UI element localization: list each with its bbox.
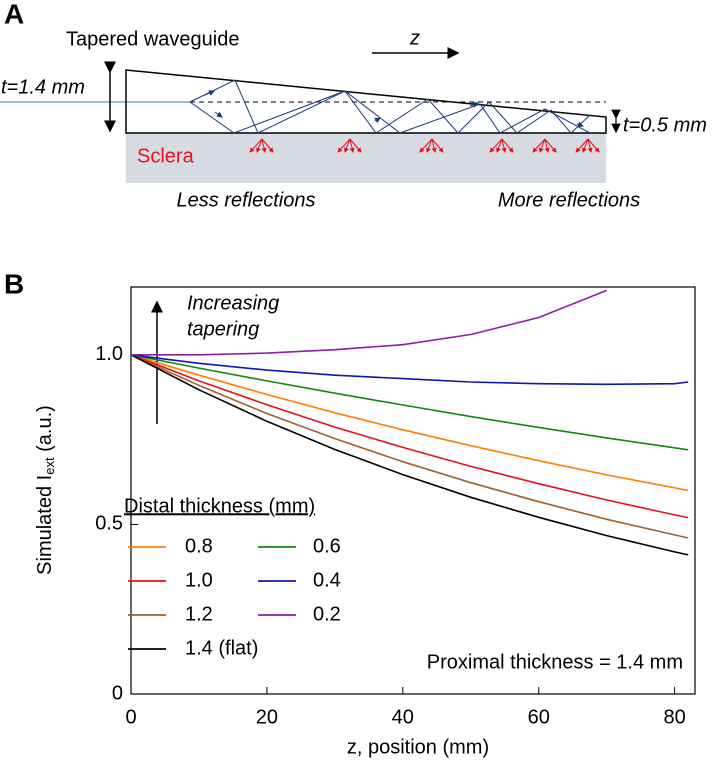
leak-arrow <box>587 138 593 153</box>
ray-arrow <box>576 121 584 128</box>
y-tick-label: 0.5 <box>95 513 123 535</box>
ray-arrow <box>204 90 215 96</box>
leak-arrow <box>544 138 550 153</box>
y-tick-label: 1.0 <box>95 343 123 365</box>
series-line <box>130 354 689 386</box>
ray-arrow <box>214 111 223 118</box>
waveguide <box>125 69 607 134</box>
leak-arrow <box>544 138 557 153</box>
legend-label: 0.2 <box>313 603 341 625</box>
annotation: Increasing <box>187 292 279 314</box>
series-line <box>130 354 689 556</box>
proximal-label: t=1.4 mm <box>1 76 85 98</box>
x-tick-label: 0 <box>125 706 136 728</box>
leak-arrow <box>261 138 274 153</box>
leak-arrow <box>532 138 546 153</box>
x-axis-label: z, position (mm) <box>347 736 489 758</box>
panel-label: B <box>4 268 24 299</box>
plot-frame <box>130 286 696 695</box>
y-axis-label-main: Simulated I <box>34 475 56 575</box>
caption: More reflections <box>498 189 640 211</box>
leak-arrow <box>582 138 589 153</box>
leak-arrow <box>256 138 263 153</box>
leak-arrow <box>261 138 267 153</box>
legend-label: 1.4 (flat) <box>185 637 258 659</box>
note: Proximal thickness = 1.4 mm <box>427 651 683 673</box>
leak-arrow <box>337 138 351 153</box>
diagram-title: Tapered waveguide <box>66 28 239 50</box>
x-tick-label: 80 <box>663 706 685 728</box>
legend-label: 1.0 <box>185 569 213 591</box>
leak-arrow <box>349 138 355 153</box>
legend-label: 0.8 <box>185 535 213 557</box>
series-line <box>131 289 607 356</box>
y-axis-label-sub: ext <box>42 457 57 475</box>
leak-arrow <box>501 138 514 153</box>
sclera <box>126 133 606 183</box>
direction-label: z <box>409 27 420 49</box>
panel-label: A <box>4 0 24 29</box>
y-tick-label: 0 <box>112 682 123 704</box>
distal-label: t=0.5 mm <box>623 114 707 136</box>
series-line <box>130 354 689 451</box>
leak-arrow <box>431 138 437 153</box>
legend-label: 0.6 <box>313 535 341 557</box>
leak-arrow <box>426 138 433 153</box>
series-line <box>130 354 689 539</box>
y-axis-label-rest: (a.u.) <box>34 405 56 457</box>
x-tick-label: 60 <box>528 706 550 728</box>
leak-arrow <box>539 138 546 153</box>
leak-arrow <box>349 138 362 153</box>
leak-arrow <box>489 138 503 153</box>
leak-arrow <box>419 138 433 153</box>
sclera-label: Sclera <box>137 145 195 167</box>
leak-arrow <box>496 138 503 153</box>
leakage <box>249 138 600 153</box>
annotation: tapering <box>187 318 259 340</box>
leak-arrow <box>501 138 507 153</box>
legend-label: 1.2 <box>185 603 213 625</box>
leak-arrow <box>249 138 263 153</box>
series-line <box>130 354 689 519</box>
leak-arrow <box>431 138 444 153</box>
ray <box>189 90 591 134</box>
series-line <box>130 354 689 492</box>
x-tick-label: 40 <box>392 706 414 728</box>
ray-arrow <box>374 117 381 124</box>
x-tick-label: 20 <box>256 706 278 728</box>
caption: Less reflections <box>177 189 316 211</box>
legend-title: Distal thickness (mm) <box>124 495 315 517</box>
leak-arrow <box>344 138 351 153</box>
legend-label: 0.4 <box>313 569 341 591</box>
leak-arrow <box>575 138 589 153</box>
ray-arrow <box>469 101 479 108</box>
leak-arrow <box>587 138 600 153</box>
y-axis-label: Simulated Iext (a.u.) <box>34 405 57 575</box>
